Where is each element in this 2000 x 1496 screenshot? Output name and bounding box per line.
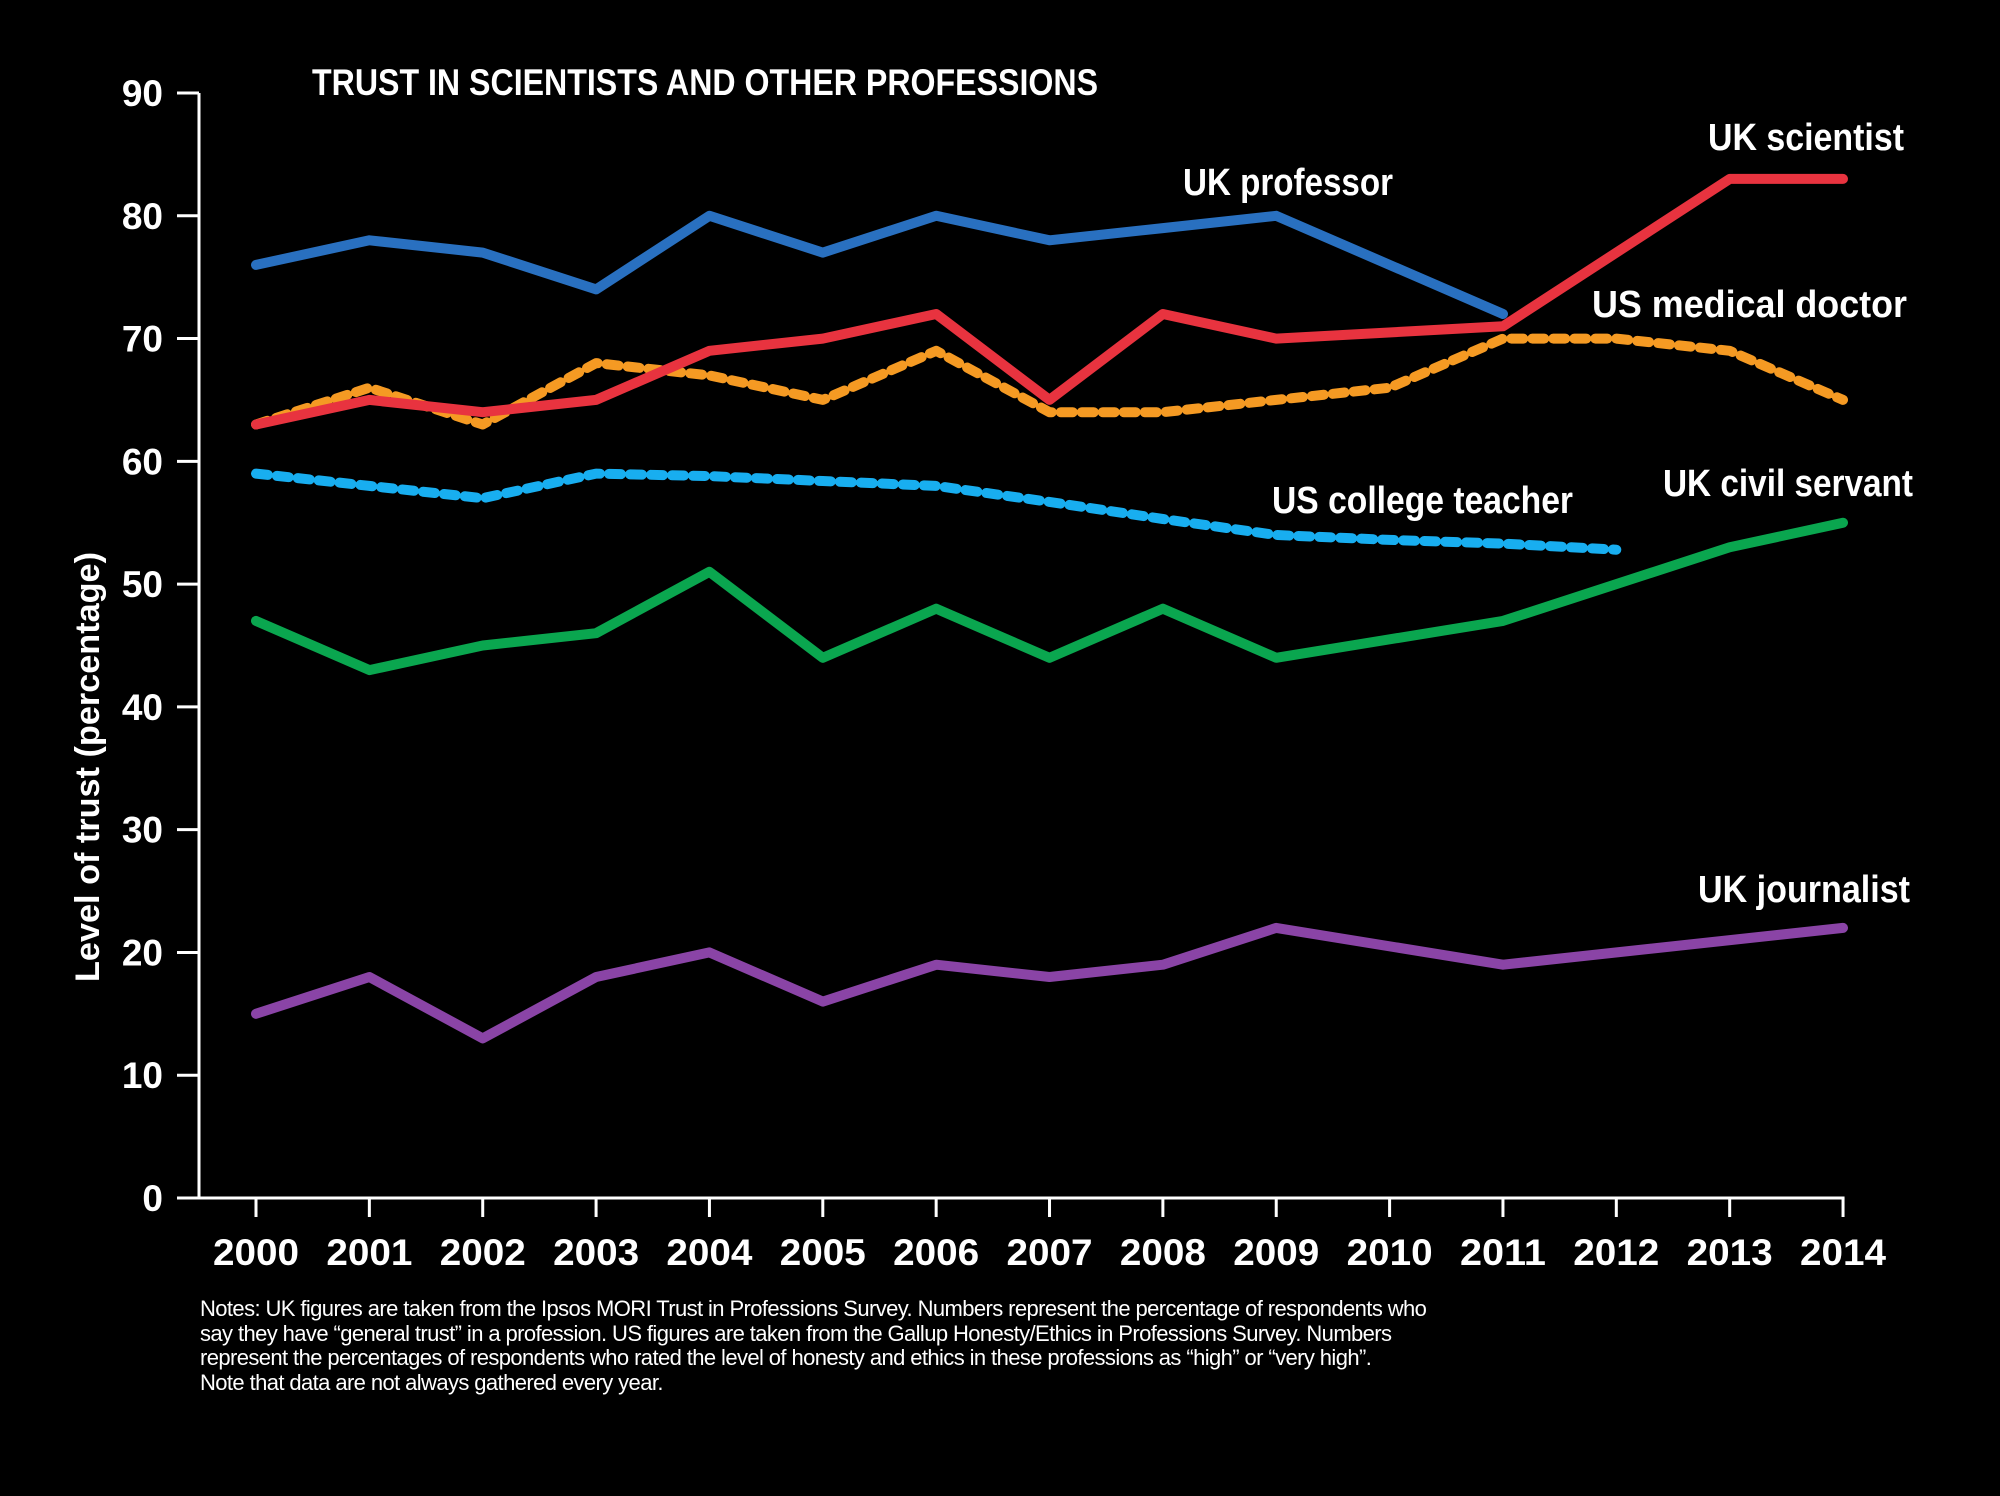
series-line-uk-journalist (251, 922, 1848, 1044)
y-tick-label: 40 (122, 687, 163, 728)
x-tick-label: 2012 (1573, 1232, 1659, 1273)
x-tick-label: 2007 (1007, 1232, 1093, 1273)
series-labels: UK professor UK scientist US medical docto… (1183, 117, 1913, 911)
series-label-us-college-teacher: US college teacher (1272, 480, 1573, 522)
notes-line: say they have “general trust” in a profe… (200, 1320, 1392, 1346)
series-line-uk-civil-servant (251, 517, 1848, 676)
x-tick-label: 2011 (1460, 1232, 1546, 1273)
x-axis-ticks: 2000 2001 2002 2003 2004 2005 2006 2007 2008 2009… (213, 1198, 1886, 1273)
x-tick-label: 2005 (780, 1232, 866, 1273)
x-tick-label: 2014 (1800, 1232, 1886, 1273)
x-tick-label: 2010 (1347, 1232, 1433, 1273)
series-label-uk-journalist: UK journalist (1698, 869, 1910, 911)
y-tick-label: 30 (122, 810, 163, 851)
y-tick-label: 50 (122, 564, 163, 605)
series-label-uk-scientist: UK scientist (1708, 117, 1904, 159)
x-tick-label: 2006 (893, 1232, 979, 1273)
series-line-uk-scientist (251, 173, 1848, 430)
series-line-us-college-teacher (251, 468, 1622, 555)
x-tick-label: 2008 (1120, 1232, 1206, 1273)
notes-line: represent the percentages of respondents… (200, 1345, 1372, 1371)
x-tick-label: 2013 (1687, 1232, 1773, 1273)
x-tick-label: 2002 (440, 1232, 526, 1273)
axes (177, 93, 1845, 1200)
series-label-us-medical-doctor: US medical doctor (1592, 284, 1907, 326)
x-tick-label: 2004 (666, 1232, 752, 1273)
y-tick-label: 90 (122, 73, 163, 114)
y-tick-label: 0 (142, 1178, 163, 1219)
y-tick-label: 10 (122, 1055, 163, 1096)
chart-notes: Notes: UK figures are taken from the Ips… (200, 1296, 1840, 1395)
y-tick-label: 20 (122, 932, 163, 973)
y-tick-label: 80 (122, 196, 163, 237)
y-axis-label: Level of trust (percentage) (69, 552, 107, 982)
y-tick-label: 70 (122, 319, 163, 360)
series-label-uk-civil-servant: UK civil servant (1663, 463, 1913, 505)
notes-line: Note that data are not always gathered e… (200, 1369, 663, 1395)
notes-line: Notes: UK figures are taken from the Ips… (200, 1296, 1427, 1321)
series-lines (251, 173, 1848, 1044)
x-tick-label: 2001 (326, 1232, 412, 1273)
series-line-uk-professor (251, 210, 1508, 319)
series-label-uk-professor: UK professor (1183, 162, 1393, 204)
y-axis-ticks: 0 10 20 30 40 50 60 70 80 90 (122, 73, 199, 1219)
x-tick-label: 2000 (213, 1232, 299, 1273)
x-tick-label: 2009 (1233, 1232, 1319, 1273)
chart-title: TRUST IN SCIENTISTS AND OTHER PROFESSION… (312, 62, 1098, 103)
x-tick-label: 2003 (553, 1232, 639, 1273)
y-tick-label: 60 (122, 441, 163, 482)
